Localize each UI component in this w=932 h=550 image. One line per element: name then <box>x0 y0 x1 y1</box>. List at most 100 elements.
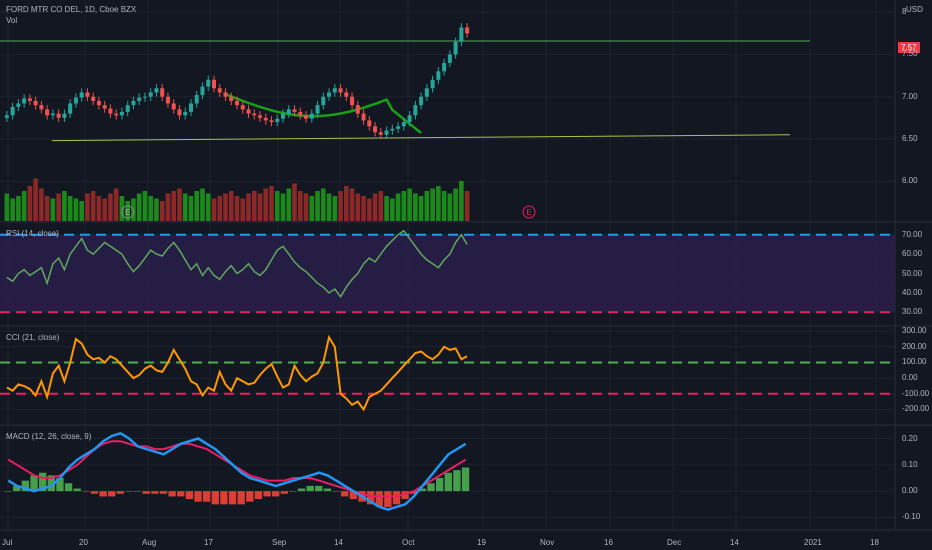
volume-bar <box>27 186 33 221</box>
volume-bar <box>401 191 407 221</box>
candle-body <box>413 105 418 116</box>
price-tick-label: 6.00 <box>902 176 918 186</box>
volume-bar <box>355 193 361 221</box>
oscillator-tick-label: 50.00 <box>902 268 923 278</box>
macd-histogram-bar <box>461 467 470 492</box>
volume-bar <box>349 188 355 221</box>
cci-line <box>6 334 468 412</box>
macd-pane[interactable] <box>4 431 470 511</box>
volume-bar <box>113 188 119 221</box>
volume-label: Vol <box>6 16 18 25</box>
volume-bar <box>303 193 309 221</box>
volume-bar <box>280 193 286 221</box>
price-tick-label: 6.50 <box>902 133 918 143</box>
volume-bar <box>56 193 61 221</box>
earnings-marker-label: E <box>125 208 130 217</box>
volume-bar <box>67 196 73 221</box>
volume-bar <box>21 191 27 221</box>
volume-bar <box>73 198 79 221</box>
candle-body <box>350 96 355 106</box>
macd-histogram-bar <box>21 480 30 492</box>
candle-body <box>309 113 314 119</box>
candle-body <box>114 113 119 116</box>
macd-histogram-bar <box>289 491 297 492</box>
volume-bar <box>79 201 84 221</box>
candle-body <box>45 109 50 116</box>
candle-body <box>125 105 130 112</box>
macd-histogram-bar <box>133 491 142 492</box>
candle-body <box>257 115 263 118</box>
candle-body <box>419 96 424 106</box>
volume-bar <box>154 198 159 221</box>
x-tick-label: 2021 <box>804 538 822 547</box>
rsi-pane[interactable] <box>0 229 895 314</box>
x-tick-label: Sep <box>272 538 287 547</box>
volume-bar <box>464 191 470 221</box>
candle-body <box>390 128 395 131</box>
candle-body <box>338 88 343 93</box>
candle-body <box>321 96 326 106</box>
candle-body <box>165 96 170 104</box>
volume-bar <box>44 196 50 221</box>
candle-body <box>137 97 142 101</box>
macd-histogram-bar <box>237 491 245 505</box>
oscillator-tick-label: -0.10 <box>902 512 921 522</box>
macd-histogram-bar <box>220 491 228 505</box>
volume-bar <box>85 193 90 221</box>
volume-bar <box>177 188 182 221</box>
oscillator-tick-label: -100.00 <box>902 388 930 398</box>
volume-bar <box>274 191 280 221</box>
earnings-marker <box>522 205 536 219</box>
volume-bar <box>326 193 332 221</box>
candle-body <box>102 105 107 109</box>
candle-body <box>211 79 217 89</box>
volume-bar <box>205 193 211 221</box>
volume-bar <box>39 188 44 221</box>
x-tick-label: 18 <box>870 538 879 547</box>
macd-histogram-bar <box>315 485 323 492</box>
macd-histogram-bar <box>384 491 392 507</box>
volume-bar <box>188 196 194 221</box>
candle-body <box>10 106 15 116</box>
rsi-band-fill <box>0 234 895 313</box>
pane-dividers <box>0 0 932 531</box>
candle-body <box>68 103 73 114</box>
candle-body <box>79 92 84 98</box>
volume-bar <box>108 193 113 221</box>
candle-body <box>281 113 286 119</box>
macd-histogram-bar <box>263 491 271 497</box>
candle-body <box>154 88 159 93</box>
volume-bar <box>217 196 223 221</box>
macd-histogram-bar <box>323 488 332 492</box>
candle-body <box>194 95 199 104</box>
volume-bar <box>344 186 349 221</box>
volume-bar <box>453 188 458 221</box>
macd-histogram-bar <box>297 488 306 492</box>
volume-bar <box>251 191 257 221</box>
macd-histogram-bar <box>168 491 176 497</box>
x-tick-label: Dec <box>667 538 682 547</box>
candle-body <box>465 27 470 34</box>
candle-body <box>442 62 447 72</box>
candle-body <box>56 113 61 118</box>
oscillator-tick-label: 60.00 <box>902 249 923 259</box>
volume-bar <box>407 188 412 221</box>
candle-body <box>298 111 303 116</box>
macd-histogram-bar <box>116 491 125 494</box>
candle-body <box>22 98 27 104</box>
oscillator-tick-label: 100.00 <box>902 357 927 367</box>
volume-bar <box>447 193 453 221</box>
rsi-title: RSI (14, close) <box>6 229 59 238</box>
candle-body <box>430 79 435 89</box>
cci-pane[interactable] <box>0 334 895 412</box>
macd-histogram-bar <box>341 491 349 497</box>
macd-histogram-bar <box>375 491 383 507</box>
macd-histogram-bar <box>410 491 418 494</box>
volume-bar <box>142 191 148 221</box>
candle-body <box>229 96 234 101</box>
macd-histogram-bar <box>142 491 150 494</box>
volume-bar <box>436 186 441 221</box>
candle-body <box>142 96 147 98</box>
